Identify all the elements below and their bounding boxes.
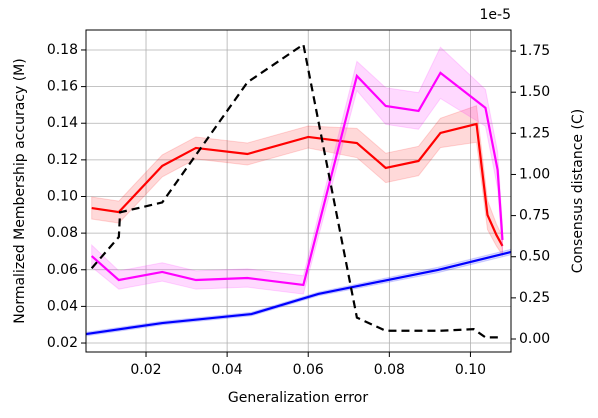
y-tick-label: 0.08	[47, 225, 78, 241]
y-tick-label: 0.02	[47, 335, 78, 351]
y-tick-label: 0.04	[47, 298, 78, 314]
y-tick-label: 0.14	[47, 115, 78, 131]
x-tick-label: 0.08	[374, 362, 405, 378]
error-band	[91, 104, 503, 257]
y2-tick-label: 1.00	[519, 166, 550, 182]
x-tick-label: 0.10	[455, 362, 486, 378]
y2-tick-label: 1.50	[519, 84, 550, 100]
y2-tick-label: 0.00	[519, 331, 550, 347]
x-tick-label: 0.06	[293, 362, 324, 378]
y2-tick-label: 0.25	[519, 290, 550, 306]
y-axis-label: Normalized Membership accuracy (M)	[12, 58, 28, 323]
series-line	[90, 71, 504, 287]
y-tick-label: 0.06	[47, 262, 78, 278]
y-tick-label: 0.16	[47, 79, 78, 95]
y2-tick-label: 0.75	[519, 208, 550, 224]
x-axis-label: Generalization error	[228, 390, 368, 406]
y-tick-label: 0.18	[47, 42, 78, 58]
y-tick-label: 0.12	[47, 152, 78, 168]
y2-offset-label: 1e-5	[480, 7, 511, 23]
y2-tick-label: 0.50	[519, 249, 550, 265]
x-tick-label: 0.04	[212, 362, 243, 378]
series-line	[85, 250, 512, 336]
x-tick-label: 0.02	[130, 362, 161, 378]
plot-frame	[85, 29, 512, 353]
y2-tick-label: 1.25	[519, 125, 550, 141]
y-tick-label: 0.10	[47, 188, 78, 204]
y2-tick-label: 1.75	[519, 43, 550, 59]
y2-axis-label: Consensus distance (C)	[570, 109, 586, 273]
series-line	[91, 122, 504, 247]
